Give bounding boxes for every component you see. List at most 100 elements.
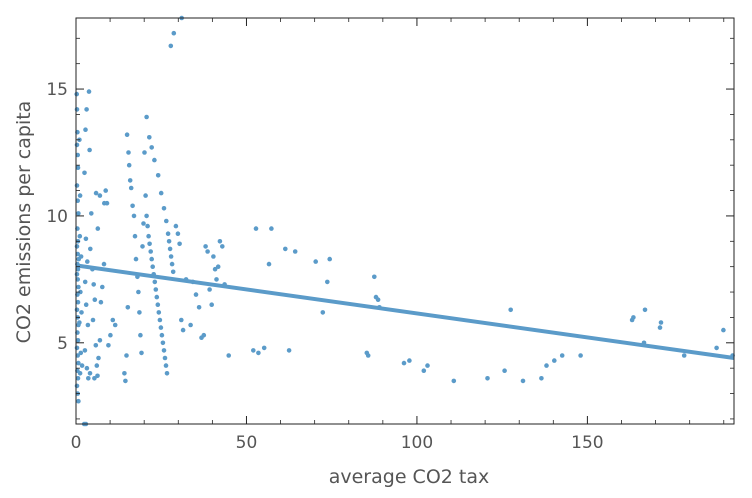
x-axis-title: average CO2 tax: [329, 466, 490, 488]
data-point: [165, 231, 171, 236]
data-point: [123, 378, 128, 384]
data-point: [163, 363, 169, 368]
data-point: [253, 226, 259, 231]
data-point: [180, 327, 186, 333]
data-point: [425, 363, 430, 368]
data-point: [147, 135, 152, 140]
data-point: [75, 165, 81, 170]
data-point: [77, 193, 83, 198]
data-point: [209, 302, 214, 308]
data-point: [104, 200, 110, 206]
data-point: [155, 173, 161, 178]
data-point: [327, 256, 333, 262]
data-point: [365, 353, 371, 358]
data-point: [93, 190, 99, 196]
data-point: [97, 193, 103, 198]
x-tick-label: 50: [236, 433, 258, 453]
data-point: [145, 223, 150, 229]
data-point: [201, 332, 207, 338]
data-point: [179, 317, 184, 323]
data-point: [320, 310, 326, 315]
data-point: [160, 340, 166, 346]
data-point: [147, 241, 152, 247]
data-point: [161, 348, 167, 353]
data-point: [137, 310, 142, 315]
fit-line: [75, 263, 735, 361]
data-point: [89, 211, 94, 216]
data-point: [78, 289, 83, 295]
data-point: [171, 30, 177, 36]
data-point: [101, 261, 107, 267]
tick-labels-layer: 0 50 100 150 5 10 15: [46, 80, 603, 453]
data-point: [74, 345, 80, 351]
data-point: [133, 256, 139, 262]
data-point: [485, 376, 490, 381]
data-point: [75, 353, 80, 358]
data-point: [77, 371, 83, 376]
data-point: [128, 185, 134, 191]
data-point: [286, 348, 292, 353]
data-point: [215, 264, 221, 270]
data-point: [149, 256, 154, 262]
data-point: [122, 371, 127, 376]
data-point: [76, 398, 81, 404]
data-point: [207, 287, 212, 292]
data-point: [401, 360, 407, 366]
data-point: [74, 91, 79, 97]
data-point: [124, 132, 130, 137]
data-point: [82, 170, 87, 176]
data-point: [74, 272, 80, 277]
data-point: [74, 383, 80, 389]
data-point: [138, 332, 143, 338]
data-point: [159, 332, 165, 338]
data-point: [152, 279, 158, 285]
data-point: [153, 287, 159, 292]
data-point: [173, 223, 179, 229]
data-point: [642, 307, 648, 313]
data-point: [168, 254, 174, 259]
data-point: [220, 244, 225, 249]
data-point: [292, 249, 298, 254]
data-point: [84, 107, 89, 112]
data-point: [74, 307, 80, 313]
data-point: [78, 350, 84, 356]
data-point: [508, 307, 513, 313]
data-point: [76, 211, 81, 216]
data-point: [164, 218, 169, 224]
data-point: [131, 213, 137, 219]
data-point: [78, 254, 84, 259]
data-point: [166, 239, 172, 244]
data-point: [168, 43, 174, 49]
data-point: [84, 365, 90, 371]
data-point: [502, 368, 507, 374]
data-point: [90, 317, 96, 323]
data-point: [132, 233, 138, 239]
data-point: [714, 345, 719, 351]
data-point: [83, 236, 89, 242]
data-point: [657, 325, 663, 330]
data-point: [97, 338, 103, 343]
data-point: [155, 302, 161, 308]
data-point: [76, 360, 81, 366]
data-point: [91, 282, 96, 287]
data-point: [92, 297, 98, 303]
data-point: [75, 266, 81, 272]
data-point: [75, 152, 80, 158]
data-point: [162, 355, 168, 361]
data-point: [74, 183, 80, 188]
data-point: [126, 150, 131, 155]
data-point: [75, 251, 80, 257]
data-point: [95, 226, 101, 231]
data-point: [217, 239, 223, 244]
data-point: [559, 353, 565, 358]
data-point: [103, 188, 108, 193]
data-point: [269, 226, 274, 231]
data-point: [88, 246, 93, 252]
y-tick-label: 15: [46, 80, 68, 100]
x-tick-label: 150: [571, 433, 603, 453]
data-point: [140, 244, 145, 249]
data-point: [203, 244, 208, 249]
data-point: [544, 363, 549, 368]
data-point: [86, 89, 92, 94]
